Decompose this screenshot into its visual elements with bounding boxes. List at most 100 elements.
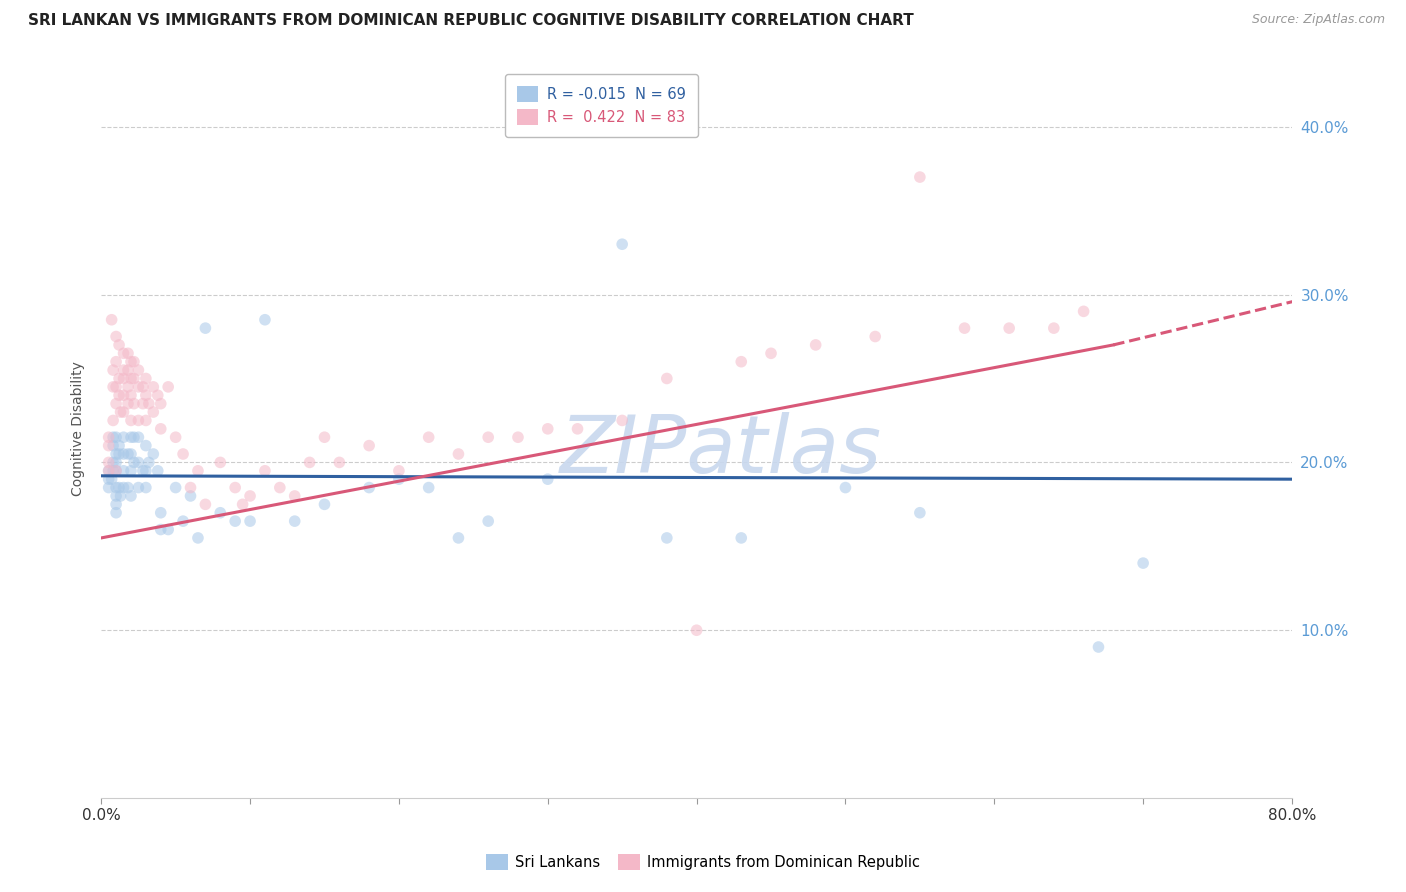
Point: [105, 430, 128, 444]
Point: [101, 363, 124, 377]
Point: [149, 422, 172, 436]
Point: [359, 481, 381, 495]
Point: [314, 430, 336, 444]
Point: [117, 481, 139, 495]
Point: [105, 464, 128, 478]
Point: [108, 439, 131, 453]
Point: [101, 380, 124, 394]
Point: [127, 413, 149, 427]
Point: [506, 430, 529, 444]
Point: [537, 472, 560, 486]
Point: [284, 514, 307, 528]
Point: [612, 413, 634, 427]
Point: [117, 397, 139, 411]
Point: [110, 489, 132, 503]
Point: [180, 481, 202, 495]
Point: [908, 170, 931, 185]
Point: [477, 514, 499, 528]
Point: [239, 514, 262, 528]
Point: [120, 388, 142, 402]
Point: [834, 481, 856, 495]
Point: [105, 506, 128, 520]
Point: [108, 371, 131, 385]
Point: [149, 397, 172, 411]
Point: [730, 354, 752, 368]
Point: [157, 380, 180, 394]
Point: [105, 447, 128, 461]
Point: [97, 455, 120, 469]
Point: [105, 380, 128, 394]
Point: [120, 371, 142, 385]
Point: [101, 430, 124, 444]
Point: [172, 514, 194, 528]
Point: [953, 321, 976, 335]
Point: [612, 237, 634, 252]
Point: [135, 464, 157, 478]
Legend: R = -0.015  N = 69, R =  0.422  N = 83: R = -0.015 N = 69, R = 0.422 N = 83: [505, 74, 697, 136]
Text: SRI LANKAN VS IMMIGRANTS FROM DOMINICAN REPUBLIC COGNITIVE DISABILITY CORRELATIO: SRI LANKAN VS IMMIGRANTS FROM DOMINICAN …: [28, 13, 914, 29]
Point: [127, 363, 149, 377]
Point: [1087, 640, 1109, 654]
Point: [101, 455, 124, 469]
Y-axis label: Cognitive Disability: Cognitive Disability: [72, 361, 86, 496]
Point: [149, 523, 172, 537]
Point: [100, 312, 122, 326]
Point: [105, 497, 128, 511]
Point: [117, 363, 139, 377]
Point: [224, 514, 246, 528]
Point: [101, 439, 124, 453]
Point: [655, 371, 678, 385]
Point: [112, 363, 135, 377]
Point: [194, 321, 217, 335]
Point: [477, 430, 499, 444]
Point: [284, 489, 307, 503]
Point: [187, 464, 209, 478]
Point: [567, 422, 589, 436]
Point: [127, 455, 149, 469]
Point: [388, 464, 411, 478]
Point: [908, 506, 931, 520]
Point: [112, 430, 135, 444]
Point: [157, 523, 180, 537]
Point: [135, 481, 157, 495]
Point: [132, 397, 155, 411]
Point: [127, 380, 149, 394]
Point: [685, 624, 707, 638]
Point: [97, 430, 120, 444]
Point: [112, 405, 135, 419]
Point: [1073, 304, 1095, 318]
Point: [314, 497, 336, 511]
Point: [1043, 321, 1066, 335]
Point: [759, 346, 782, 360]
Point: [112, 447, 135, 461]
Point: [97, 464, 120, 478]
Point: [180, 489, 202, 503]
Point: [194, 497, 217, 511]
Point: [97, 464, 120, 478]
Point: [108, 481, 131, 495]
Point: [269, 481, 291, 495]
Point: [142, 447, 165, 461]
Point: [97, 439, 120, 453]
Point: [112, 464, 135, 478]
Point: [537, 422, 560, 436]
Point: [863, 329, 886, 343]
Point: [418, 430, 440, 444]
Point: [117, 380, 139, 394]
Point: [112, 371, 135, 385]
Point: [1132, 556, 1154, 570]
Point: [112, 346, 135, 360]
Point: [105, 464, 128, 478]
Point: [120, 430, 142, 444]
Point: [359, 439, 381, 453]
Point: [447, 531, 470, 545]
Point: [105, 455, 128, 469]
Point: [100, 472, 122, 486]
Point: [97, 481, 120, 495]
Point: [149, 506, 172, 520]
Point: [122, 455, 145, 469]
Point: [146, 464, 169, 478]
Point: [224, 481, 246, 495]
Point: [239, 489, 262, 503]
Point: [122, 354, 145, 368]
